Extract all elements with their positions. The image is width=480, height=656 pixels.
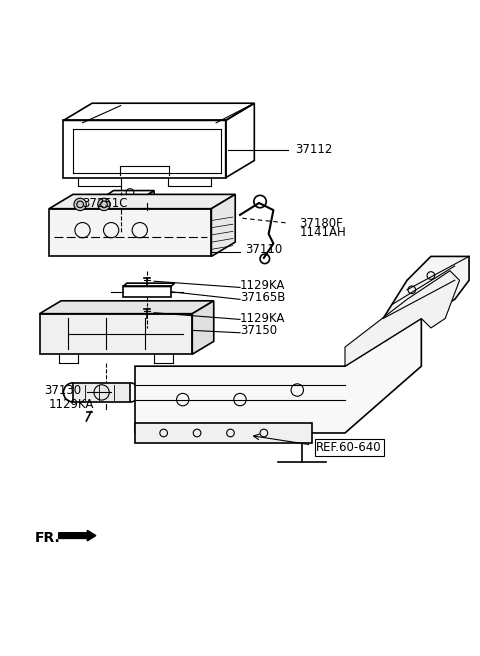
Polygon shape	[345, 256, 469, 366]
Text: REF.60-640: REF.60-640	[316, 441, 382, 454]
Text: 37130: 37130	[44, 384, 82, 396]
Polygon shape	[49, 209, 211, 256]
Circle shape	[98, 198, 110, 211]
Text: 37251C: 37251C	[83, 197, 128, 211]
Text: 37150: 37150	[240, 324, 277, 337]
Polygon shape	[73, 383, 130, 402]
Polygon shape	[192, 301, 214, 354]
Polygon shape	[49, 194, 235, 209]
Polygon shape	[135, 318, 421, 433]
Polygon shape	[39, 301, 214, 314]
Polygon shape	[211, 194, 235, 256]
Polygon shape	[345, 271, 459, 366]
Circle shape	[74, 198, 86, 211]
Text: 37180F: 37180F	[300, 216, 343, 230]
FancyArrow shape	[59, 530, 96, 541]
Text: 37110: 37110	[245, 243, 282, 256]
Text: 1141AH: 1141AH	[300, 226, 347, 239]
Text: 37165B: 37165B	[240, 291, 286, 304]
Text: 1129KA: 1129KA	[240, 312, 286, 325]
Text: 37112: 37112	[295, 142, 332, 155]
Text: 1129KA: 1129KA	[49, 398, 95, 411]
Text: FR.: FR.	[35, 531, 60, 545]
Text: 1129KA: 1129KA	[240, 279, 286, 291]
Polygon shape	[39, 314, 192, 354]
Polygon shape	[135, 423, 312, 443]
